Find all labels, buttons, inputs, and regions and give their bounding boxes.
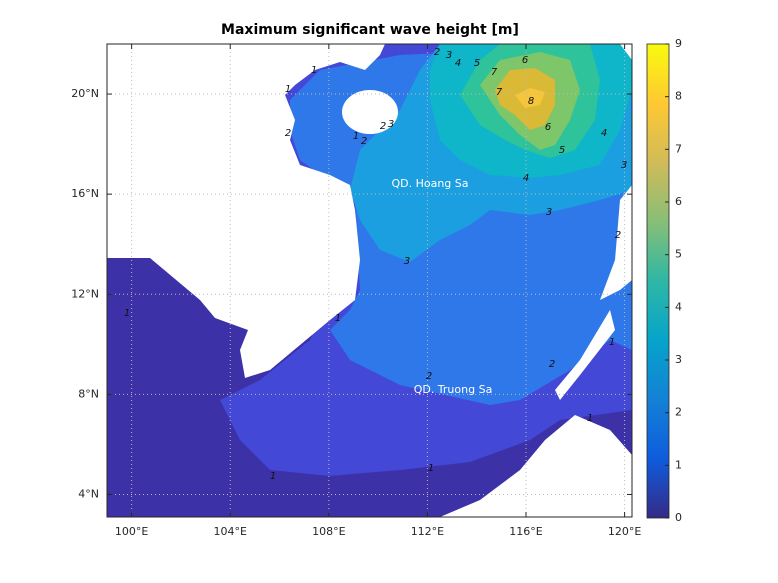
contour-label: 1 [335, 313, 341, 324]
place-label: QD. Hoang Sa [391, 177, 468, 190]
contour-label: 5 [559, 145, 565, 156]
contour-label: 8 [528, 96, 534, 107]
contour-label: 4 [523, 173, 529, 184]
contour-label: 1 [353, 131, 359, 142]
contour-label: 4 [601, 128, 607, 139]
x-tick-label: 112°E [411, 525, 444, 538]
contour-label: 2 [615, 230, 621, 241]
y-tick-label: 4°N [78, 487, 99, 500]
contour-label: 2 [426, 371, 432, 382]
contour-label: 5 [474, 58, 480, 69]
colorbar-tick-label: 3 [675, 353, 682, 366]
contour-label: 2 [285, 128, 291, 139]
contour-label: 6 [522, 55, 528, 66]
contour-label: 1 [587, 413, 593, 424]
contour-label: 1 [428, 463, 434, 474]
x-tick-label: 100°E [115, 525, 148, 538]
colorbar [646, 43, 670, 519]
contour-label: 7 [491, 67, 498, 78]
contour-label: 3 [388, 119, 394, 130]
x-tick-label: 108°E [312, 525, 345, 538]
sea-level-8 [515, 88, 545, 108]
colorbar-tick-label: 1 [675, 458, 682, 471]
contour-label: 3 [404, 256, 410, 267]
contour-label: 1 [124, 308, 130, 319]
contour-label: 4 [455, 58, 461, 69]
x-tick-label: 120°E [608, 525, 641, 538]
colorbar-tick-label: 4 [675, 300, 682, 313]
contour-label: 1 [285, 84, 291, 95]
colorbar-tick-label: 9 [675, 37, 682, 50]
y-tick-label: 12°N [71, 287, 99, 300]
contour-label: 3 [546, 207, 552, 218]
contour-label: 2 [549, 359, 555, 370]
colorbar-tick-label: 7 [675, 142, 682, 155]
contour-label: 6 [545, 122, 551, 133]
colorbar-tick-label: 8 [675, 90, 682, 103]
x-tick-label: 104°E [214, 525, 247, 538]
land-luzon [600, 185, 632, 300]
y-tick-label: 8°N [78, 387, 99, 400]
colorbar-tick-label: 5 [675, 248, 682, 261]
y-tick-label: 16°N [71, 187, 99, 200]
colorbar-tick-label: 6 [675, 195, 682, 208]
map-area [107, 44, 632, 517]
land-taiwan [620, 44, 632, 60]
land-palawan [555, 310, 615, 400]
y-tick-label: 20°N [71, 87, 99, 100]
map-frame [106, 43, 633, 518]
contour-label: 1 [270, 471, 276, 482]
contour-label: 1 [311, 65, 317, 76]
x-tick-label: 116°E [509, 525, 542, 538]
land-hainan [342, 90, 398, 134]
colorbar-tick-label: 2 [675, 406, 682, 419]
contour-label: 3 [621, 160, 627, 171]
colorbar-tick-label: 0 [675, 511, 682, 524]
map-title: Maximum significant wave height [m] [221, 22, 519, 38]
contour-label: 7 [496, 87, 503, 98]
contour-label: 1 [609, 337, 615, 348]
contour-label: 2 [380, 121, 386, 132]
land-borneo [440, 415, 632, 517]
contour-label: 3 [446, 50, 452, 61]
contour-label: 2 [434, 47, 440, 58]
contour-label: 2 [361, 136, 367, 147]
place-label: QD. Truong Sa [414, 383, 493, 396]
